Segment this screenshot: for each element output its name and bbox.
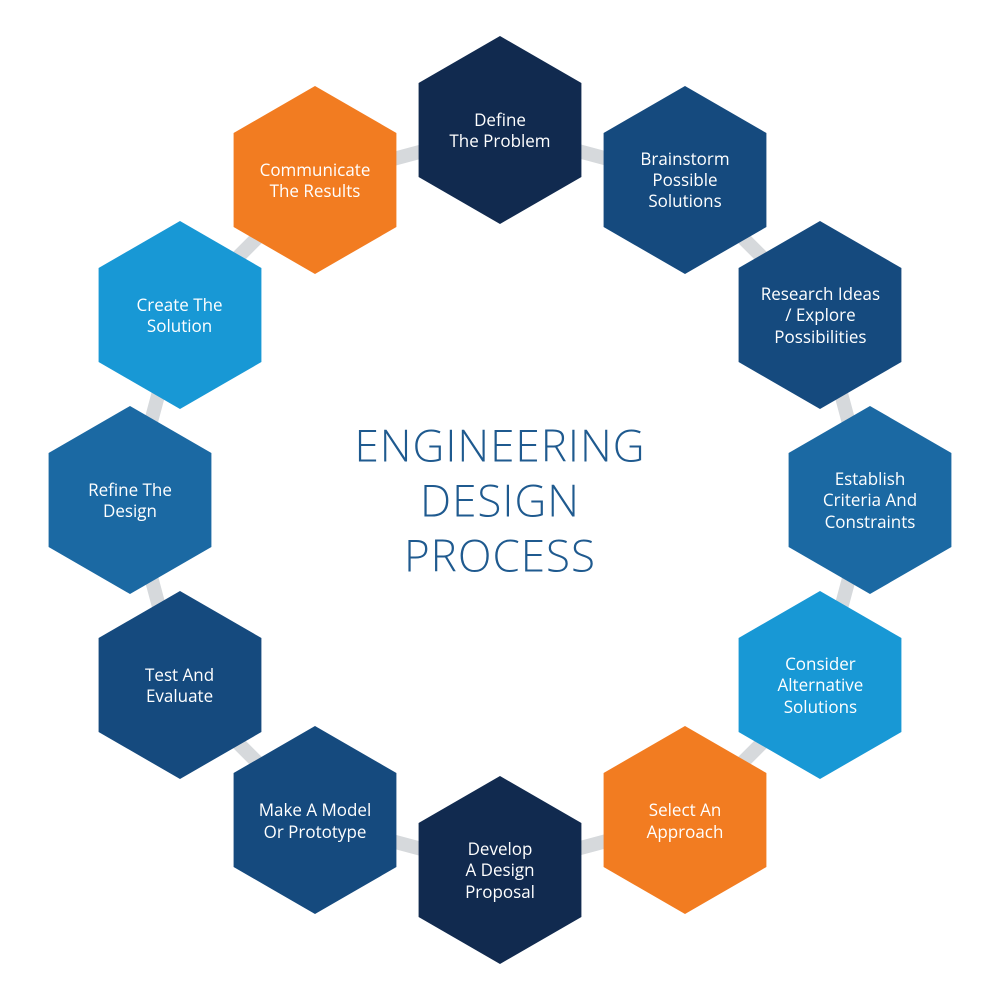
hex-communicate: CommunicateThe Results bbox=[219, 84, 411, 276]
hex-label-research: Research Ideas/ ExplorePossibilities bbox=[744, 283, 898, 347]
hex-test: Test AndEvaluate bbox=[84, 589, 276, 781]
hex-label-consider: ConsiderAlternativeSolutions bbox=[744, 653, 898, 717]
hex-label-refine: Refine TheDesign bbox=[53, 479, 207, 522]
title-line-3: PROCESS bbox=[354, 528, 645, 583]
hex-define: DefineThe Problem bbox=[404, 34, 596, 226]
diagram-stage: DefineThe Problem BrainstormPossibleSolut… bbox=[0, 0, 1000, 1000]
hex-label-establish: EstablishCriteria AndConstraints bbox=[793, 468, 947, 532]
hex-label-brainstorm: BrainstormPossibleSolutions bbox=[608, 148, 762, 212]
hex-research: Research Ideas/ ExplorePossibilities bbox=[724, 219, 916, 411]
title-line-2: DESIGN bbox=[354, 473, 645, 528]
hex-label-define: DefineThe Problem bbox=[423, 109, 577, 152]
hex-label-communicate: CommunicateThe Results bbox=[238, 158, 392, 201]
hex-label-select: Select AnApproach bbox=[608, 799, 762, 842]
hex-label-test: Test AndEvaluate bbox=[103, 664, 257, 707]
hex-refine: Refine TheDesign bbox=[34, 404, 226, 596]
hex-label-model: Make A ModelOr Prototype bbox=[238, 799, 392, 842]
hex-label-create: Create TheSolution bbox=[103, 294, 257, 337]
hex-develop: DevelopA DesignProposal bbox=[404, 774, 596, 966]
hex-label-develop: DevelopA DesignProposal bbox=[423, 838, 577, 902]
center-title: ENGINEERING DESIGN PROCESS bbox=[354, 418, 645, 583]
hex-select: Select AnApproach bbox=[589, 724, 781, 916]
title-line-1: ENGINEERING bbox=[354, 418, 645, 473]
hex-establish: EstablishCriteria AndConstraints bbox=[774, 404, 966, 596]
